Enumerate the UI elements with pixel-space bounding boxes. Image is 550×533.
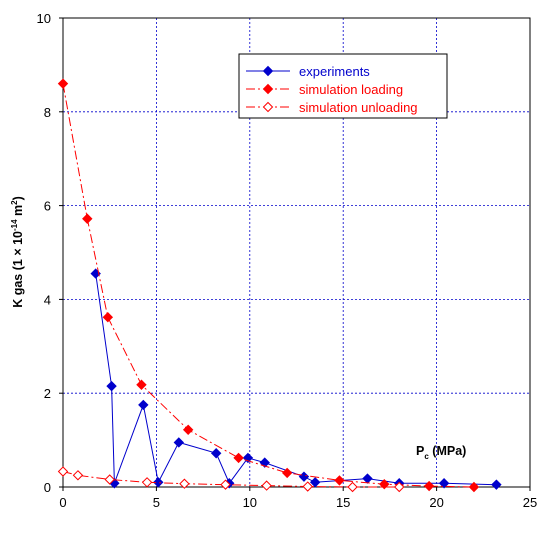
data-point xyxy=(438,478,450,489)
data-point xyxy=(179,478,190,489)
x-tick-label: 5 xyxy=(153,495,160,510)
data-point xyxy=(302,481,313,492)
data-point xyxy=(423,480,435,492)
y-tick-label: 10 xyxy=(37,11,51,26)
series-line xyxy=(62,83,475,488)
series-layer xyxy=(57,78,502,493)
data-point xyxy=(379,478,390,490)
data-point xyxy=(298,471,310,482)
data-point xyxy=(104,474,115,485)
data-point xyxy=(220,479,231,490)
x-tick-label: 10 xyxy=(243,495,257,510)
x-tick-label: 15 xyxy=(336,495,350,510)
data-point xyxy=(136,379,147,390)
data-point xyxy=(57,466,69,477)
plot-area-frame xyxy=(62,17,531,488)
series-2 xyxy=(57,466,405,493)
data-point xyxy=(261,480,272,491)
data-point xyxy=(347,481,358,493)
tick-labels: 0 5 10 15 20 25 0 2 4 6 8 10 xyxy=(37,11,538,510)
legend-entry: simulation loading xyxy=(246,82,403,97)
data-point xyxy=(82,213,93,224)
series-1 xyxy=(57,78,480,493)
data-point xyxy=(72,470,84,481)
legend-marker xyxy=(262,65,274,77)
data-point xyxy=(309,477,321,488)
x-tick-label: 25 xyxy=(523,495,537,510)
legend-box xyxy=(238,53,448,119)
legend-label: simulation unloading xyxy=(299,100,418,115)
data-point xyxy=(468,481,480,493)
data-point xyxy=(141,477,153,488)
legend-label: experiments xyxy=(299,64,370,79)
data-point xyxy=(491,479,502,490)
data-point xyxy=(153,477,164,488)
data-point xyxy=(138,399,149,411)
legend-entry: simulation unloading xyxy=(246,100,418,115)
data-point xyxy=(173,437,185,448)
data-point xyxy=(102,312,114,323)
data-point xyxy=(394,481,405,493)
y-tick-label: 0 xyxy=(44,480,51,495)
y-tick-label: 4 xyxy=(44,292,51,307)
data-point xyxy=(334,475,345,486)
x-tick-label: 0 xyxy=(59,495,66,510)
data-point xyxy=(57,78,69,89)
legend-marker xyxy=(262,101,274,113)
y-tick-label: 8 xyxy=(44,105,51,120)
legend-label: simulation loading xyxy=(299,82,403,97)
data-point xyxy=(210,448,222,459)
series-line xyxy=(62,471,400,488)
data-point xyxy=(281,467,293,479)
y-axis-label: K gas (1 × 10-14 m2) xyxy=(10,196,25,308)
legend: experiments simulation loading simulation … xyxy=(238,53,448,119)
x-tick-label: 20 xyxy=(429,495,443,510)
x-axis-label: Pc (MPa) xyxy=(416,444,466,461)
legend-marker xyxy=(262,83,274,95)
data-point xyxy=(182,424,194,435)
y-tick-label: 2 xyxy=(44,386,51,401)
data-point xyxy=(106,380,117,392)
data-point xyxy=(233,452,244,464)
legend-entry: experiments xyxy=(246,64,370,79)
data-point xyxy=(362,473,373,484)
y-tick-label: 6 xyxy=(44,199,51,214)
